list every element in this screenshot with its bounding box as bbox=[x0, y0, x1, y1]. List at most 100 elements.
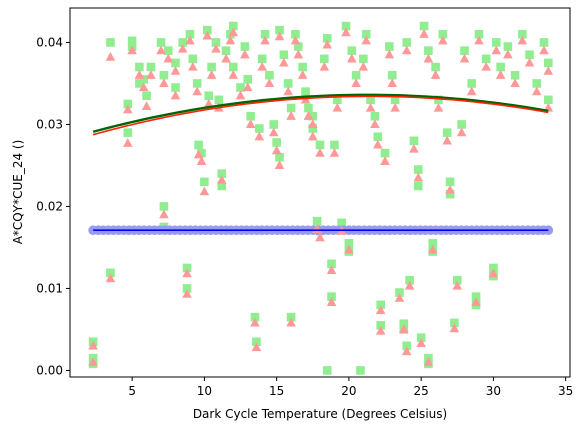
triangle-point bbox=[384, 49, 395, 59]
x-tick-label: 35 bbox=[558, 384, 573, 398]
square-point bbox=[474, 29, 484, 39]
triangle-point bbox=[193, 149, 204, 159]
square-point bbox=[127, 36, 137, 46]
square-point bbox=[471, 292, 481, 301]
triangle-point bbox=[539, 45, 549, 55]
x-tick-label: 25 bbox=[414, 384, 429, 398]
square-point bbox=[503, 42, 513, 51]
x-tick-label: 15 bbox=[269, 384, 284, 398]
triangle-point bbox=[390, 102, 400, 112]
triangle-point bbox=[264, 78, 275, 88]
x-tick-label: 10 bbox=[197, 384, 212, 398]
triangle-point bbox=[401, 346, 412, 356]
square-point bbox=[356, 366, 365, 375]
square-point bbox=[351, 70, 361, 80]
square-point bbox=[419, 21, 429, 31]
square-point bbox=[269, 120, 279, 129]
square-point bbox=[243, 75, 253, 84]
triangle-point bbox=[123, 138, 133, 147]
square-point bbox=[413, 181, 423, 191]
square-point bbox=[275, 152, 284, 162]
plot-frame bbox=[69, 7, 571, 378]
square-point bbox=[123, 99, 133, 109]
triangle-point bbox=[491, 45, 502, 55]
triangle-point bbox=[394, 293, 405, 302]
square-point bbox=[532, 79, 542, 88]
triangle-point bbox=[344, 244, 354, 254]
square-point bbox=[322, 366, 332, 375]
square-point bbox=[211, 38, 221, 47]
triangle-point bbox=[159, 209, 169, 219]
square-point bbox=[344, 239, 354, 248]
triangle-point bbox=[326, 265, 337, 274]
square-point bbox=[322, 34, 332, 43]
triangle-point bbox=[471, 297, 481, 306]
square-point bbox=[171, 83, 180, 92]
triangle-point bbox=[445, 184, 455, 194]
square-point bbox=[496, 62, 505, 72]
triangle-point bbox=[138, 82, 149, 92]
square-point bbox=[228, 62, 238, 72]
square-point bbox=[240, 42, 250, 51]
square-point bbox=[156, 38, 166, 47]
fit-line bbox=[92, 95, 549, 136]
triangle-point bbox=[423, 357, 434, 366]
triangle-point bbox=[430, 70, 441, 79]
square-point bbox=[395, 288, 404, 297]
triangle-point bbox=[380, 156, 390, 165]
square-point bbox=[294, 42, 303, 51]
triangle-point bbox=[216, 175, 227, 184]
triangle-point bbox=[274, 31, 285, 41]
square-point bbox=[337, 218, 346, 228]
square-point bbox=[207, 62, 216, 72]
square-point bbox=[255, 124, 264, 133]
square-point bbox=[370, 111, 380, 121]
triangle-point bbox=[185, 35, 195, 45]
square-point bbox=[291, 29, 300, 39]
triangle-point bbox=[297, 70, 308, 79]
triangle-point bbox=[399, 324, 409, 334]
triangle-point bbox=[170, 65, 181, 75]
square-point bbox=[197, 148, 206, 158]
square-point bbox=[163, 46, 173, 55]
y-tick-label: 0.01 bbox=[36, 281, 63, 295]
triangle-point bbox=[341, 27, 351, 37]
square-point bbox=[135, 79, 144, 88]
triangle-point bbox=[123, 104, 133, 114]
triangle-point bbox=[423, 53, 434, 63]
square-point bbox=[275, 25, 284, 35]
triangle-point bbox=[134, 70, 145, 79]
square-point bbox=[359, 54, 368, 64]
triangle-point bbox=[481, 61, 491, 71]
plot-background bbox=[70, 8, 570, 377]
triangle-point bbox=[416, 338, 426, 347]
triangle-point bbox=[466, 86, 477, 96]
triangle-point bbox=[370, 119, 380, 129]
square-point bbox=[146, 62, 156, 72]
triangle-point bbox=[510, 78, 520, 88]
square-point bbox=[467, 79, 477, 88]
triangle-point bbox=[242, 82, 253, 92]
triangle-point bbox=[268, 127, 279, 137]
triangle-point bbox=[286, 317, 296, 327]
square-point bbox=[185, 29, 195, 39]
square-point bbox=[525, 50, 534, 60]
square-point bbox=[315, 140, 325, 150]
triangle-point bbox=[290, 35, 301, 45]
square-point bbox=[182, 284, 192, 293]
triangle-point bbox=[146, 70, 156, 79]
triangle-point bbox=[315, 232, 325, 242]
square-point bbox=[217, 181, 227, 191]
triangle-point bbox=[141, 101, 152, 110]
triangle-point bbox=[199, 186, 210, 196]
y-tick-label: 0.00 bbox=[36, 363, 63, 377]
triangle-point bbox=[375, 305, 386, 315]
triangle-point bbox=[387, 78, 398, 88]
square-point bbox=[123, 128, 133, 137]
square-point bbox=[416, 333, 426, 342]
triangle-point bbox=[251, 342, 262, 352]
square-point bbox=[283, 79, 293, 88]
triangle-point bbox=[375, 325, 386, 335]
triangle-point bbox=[404, 280, 415, 290]
triangle-point bbox=[105, 52, 116, 61]
